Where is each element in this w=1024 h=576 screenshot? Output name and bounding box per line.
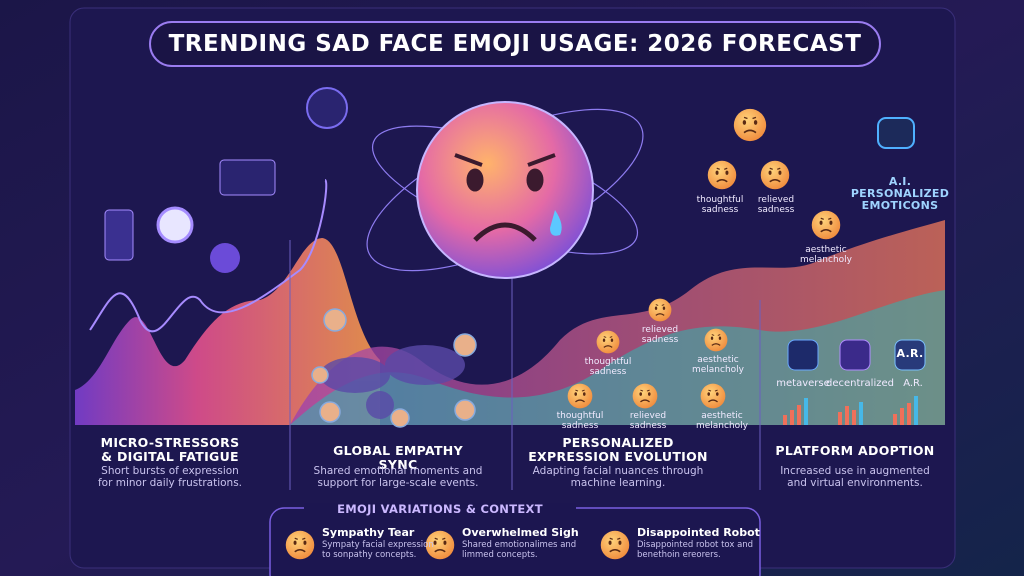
- emoji: [600, 530, 630, 560]
- emoji-label: relieved sadness: [629, 411, 667, 431]
- adoption-bars: [783, 396, 918, 425]
- section-heading: PLATFORM ADOPTION: [775, 443, 935, 458]
- globe-icon: [306, 87, 348, 129]
- emoji: [648, 298, 672, 322]
- section-heading: GLOBAL EMPATHY SYNC: [333, 443, 463, 472]
- central-emoji: [416, 101, 594, 279]
- central-face: [454, 153, 562, 242]
- platform-label: A.R.: [903, 378, 923, 389]
- section-heading: MICRO-STRESSORS & DIGITAL FATIGUE: [100, 435, 240, 464]
- trend-area: [290, 290, 945, 425]
- emoji-label: aesthetic melancholy: [799, 245, 852, 265]
- variation-name: Sympathy Tear: [322, 526, 415, 539]
- emoji: [632, 383, 658, 409]
- panel-title: A.I. PERSONALIZED EMOTICONS: [850, 175, 950, 213]
- emoji: [760, 160, 790, 190]
- variations-title: EMOJI VARIATIONS & CONTEXT: [304, 503, 576, 516]
- trend-area: [75, 238, 380, 425]
- emoji: [707, 160, 737, 190]
- platform-label: decentralized: [826, 378, 894, 389]
- section-text: Increased use in augmented and virtual e…: [780, 465, 930, 489]
- emoji: [704, 328, 728, 352]
- emoji: [567, 383, 593, 409]
- variation-text: Shared emotionalimes and limmed concepts…: [462, 540, 577, 560]
- emoji: [700, 383, 726, 409]
- world-map: [320, 345, 465, 419]
- chart-icon: [219, 159, 276, 196]
- phone-icon: [104, 209, 134, 261]
- emoji-label: aesthetic melancholy: [691, 355, 744, 375]
- emoji: [596, 330, 620, 354]
- emoji-label: thoughtful sadness: [556, 411, 604, 431]
- icon-label: A.R.: [896, 347, 924, 360]
- section-heading: PERSONALIZED EXPRESSION EVOLUTION: [528, 435, 708, 464]
- emoji: [811, 210, 841, 240]
- avatars: [311, 308, 477, 428]
- variation-name: Disappointed Robot: [637, 526, 760, 539]
- emoji-label: relieved sadness: [641, 325, 679, 345]
- emoji-label: relieved sadness: [757, 195, 795, 215]
- platform-label: metaverse: [776, 378, 830, 389]
- person-icon: [210, 243, 240, 273]
- emoji: [733, 108, 767, 142]
- variation-text: Disappointed robot tox and benethoin ere…: [637, 540, 754, 560]
- emoji-label: thoughtful sadness: [584, 357, 632, 377]
- emoji-label: thoughtful sadness: [696, 195, 744, 215]
- title-frame: [149, 21, 881, 67]
- platform-icons: [787, 339, 926, 371]
- section-text: Adapting facial nuances through machine …: [532, 465, 704, 489]
- emoji-label: aesthetic melancholy: [695, 411, 748, 431]
- clock-icon: [156, 206, 194, 244]
- section-text: Shared emotional moments and support for…: [313, 465, 483, 489]
- trend-line: [89, 179, 328, 333]
- variation-name: Overwhelmed Sigh: [462, 526, 579, 539]
- title: TRENDING SAD FACE EMOJI USAGE: 2026 FORE…: [168, 31, 862, 57]
- variation-text: Sympaty facial expression to sonpathy co…: [322, 540, 434, 560]
- section-text: Short bursts of expression for minor dai…: [97, 465, 243, 489]
- robot-icon: [877, 117, 915, 149]
- dividers: [289, 240, 761, 490]
- emoji: [285, 530, 315, 560]
